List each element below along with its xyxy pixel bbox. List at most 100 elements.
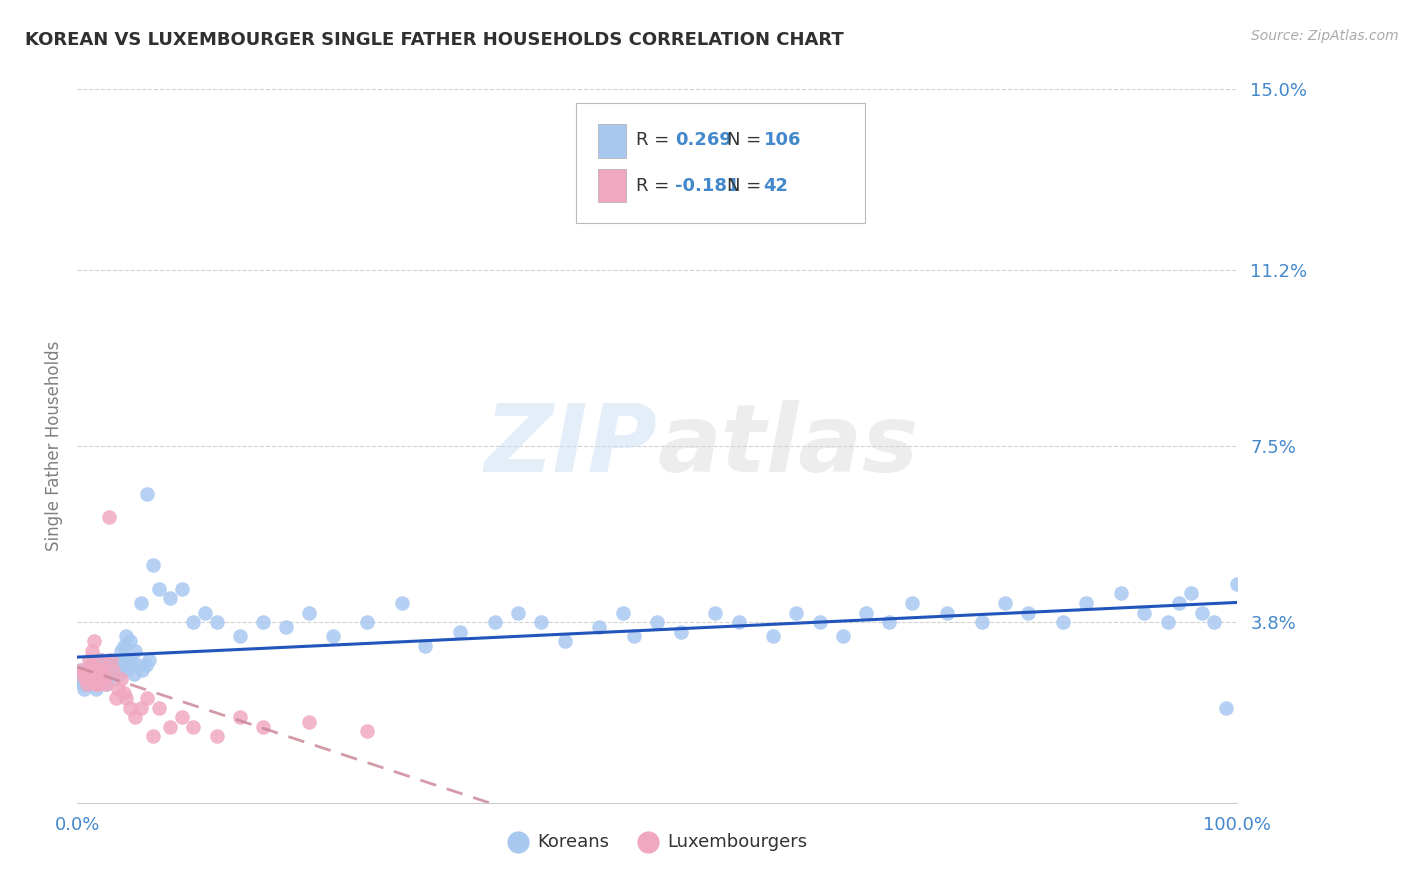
Point bbox=[228, 710, 252, 724]
Point bbox=[80, 657, 103, 672]
Text: N =: N = bbox=[727, 131, 766, 149]
Point bbox=[298, 606, 321, 620]
Point bbox=[205, 615, 228, 629]
Point bbox=[1052, 615, 1074, 629]
Point bbox=[100, 653, 122, 667]
Point bbox=[1215, 700, 1237, 714]
Text: Source: ZipAtlas.com: Source: ZipAtlas.com bbox=[1251, 29, 1399, 43]
Point bbox=[554, 634, 576, 648]
Point bbox=[96, 663, 118, 677]
Point bbox=[449, 624, 471, 639]
Point bbox=[135, 486, 157, 500]
Point bbox=[83, 663, 105, 677]
Point bbox=[108, 667, 131, 681]
Point bbox=[82, 643, 104, 657]
Point bbox=[97, 510, 120, 524]
Point bbox=[1226, 577, 1249, 591]
Point bbox=[70, 672, 93, 686]
Point bbox=[142, 558, 165, 572]
Point bbox=[97, 653, 120, 667]
Point bbox=[83, 663, 105, 677]
Point bbox=[170, 582, 193, 596]
Point bbox=[105, 663, 128, 677]
Point bbox=[107, 681, 129, 696]
Point bbox=[91, 667, 114, 681]
Point bbox=[124, 643, 146, 657]
Text: 42: 42 bbox=[763, 177, 789, 194]
Point bbox=[1191, 606, 1213, 620]
Point bbox=[785, 606, 807, 620]
Point bbox=[94, 672, 117, 686]
Point bbox=[901, 596, 924, 610]
Point bbox=[90, 653, 111, 667]
Point bbox=[131, 663, 153, 677]
Point bbox=[228, 629, 252, 643]
Point bbox=[83, 672, 105, 686]
Point bbox=[69, 663, 91, 677]
Point bbox=[148, 700, 170, 714]
Point bbox=[1168, 596, 1191, 610]
Point bbox=[356, 724, 378, 739]
Point bbox=[115, 691, 138, 706]
Point bbox=[972, 615, 994, 629]
Point bbox=[762, 629, 785, 643]
Point bbox=[75, 672, 97, 686]
Point bbox=[91, 663, 114, 677]
Point bbox=[1018, 606, 1040, 620]
Point bbox=[110, 643, 132, 657]
Point bbox=[112, 639, 135, 653]
Point bbox=[93, 667, 115, 681]
Point bbox=[73, 681, 96, 696]
Point bbox=[93, 672, 115, 686]
Point bbox=[194, 606, 217, 620]
Point bbox=[321, 629, 344, 643]
Point bbox=[112, 686, 135, 700]
Point bbox=[252, 720, 274, 734]
Point bbox=[86, 667, 108, 681]
Point bbox=[159, 591, 181, 606]
Y-axis label: Single Father Households: Single Father Households bbox=[45, 341, 63, 551]
Point bbox=[100, 667, 122, 681]
Point bbox=[1180, 586, 1202, 600]
Point bbox=[93, 657, 115, 672]
Point bbox=[104, 691, 127, 706]
Point bbox=[936, 606, 959, 620]
Point bbox=[252, 615, 274, 629]
Point bbox=[90, 663, 112, 677]
Point bbox=[76, 667, 98, 681]
Point bbox=[205, 729, 228, 743]
Text: atlas: atlas bbox=[658, 400, 918, 492]
Point bbox=[183, 720, 205, 734]
Point bbox=[86, 672, 108, 686]
Point bbox=[76, 677, 98, 691]
Point bbox=[72, 677, 94, 691]
Point bbox=[114, 653, 136, 667]
Point bbox=[77, 653, 100, 667]
Point bbox=[808, 615, 831, 629]
Point bbox=[107, 653, 129, 667]
Point bbox=[647, 615, 669, 629]
Point bbox=[118, 700, 141, 714]
Point bbox=[83, 677, 105, 691]
Point bbox=[124, 710, 146, 724]
Point bbox=[79, 663, 101, 677]
Point bbox=[1111, 586, 1133, 600]
Point bbox=[96, 677, 118, 691]
Point bbox=[90, 657, 111, 672]
Point bbox=[727, 615, 749, 629]
Point bbox=[115, 629, 138, 643]
Point bbox=[356, 615, 378, 629]
Point bbox=[103, 657, 125, 672]
Legend: Koreans, Luxembourgers: Koreans, Luxembourgers bbox=[499, 826, 815, 858]
Point bbox=[832, 629, 855, 643]
Point bbox=[87, 663, 110, 677]
Point bbox=[127, 657, 149, 672]
Point bbox=[69, 663, 91, 677]
Point bbox=[122, 667, 145, 681]
Point bbox=[80, 667, 103, 681]
Point bbox=[90, 667, 112, 681]
Point bbox=[170, 710, 193, 724]
Point bbox=[1202, 615, 1225, 629]
Point bbox=[103, 663, 125, 677]
Point bbox=[274, 620, 298, 634]
